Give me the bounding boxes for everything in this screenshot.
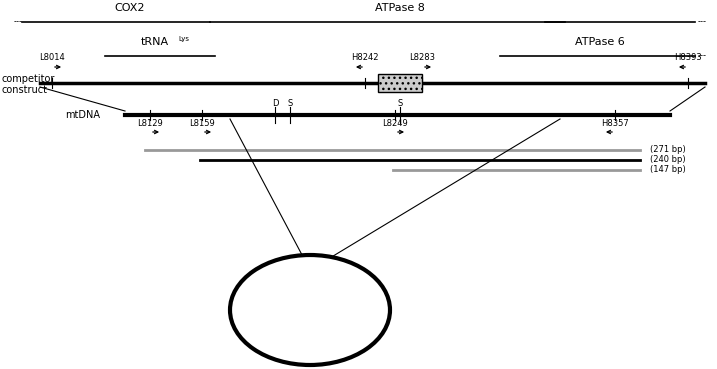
Text: ins: ins — [393, 78, 407, 88]
Text: H8393: H8393 — [674, 54, 702, 62]
Text: H8242: H8242 — [351, 54, 379, 62]
Text: ATPase 8: ATPase 8 — [375, 3, 425, 13]
Text: L8014: L8014 — [39, 54, 65, 62]
Text: ---: --- — [698, 52, 707, 61]
Text: construct: construct — [2, 85, 48, 95]
Text: (147 bp): (147 bp) — [650, 166, 685, 175]
Text: ---: --- — [698, 17, 707, 27]
Text: COX2: COX2 — [115, 3, 146, 13]
Text: Bovine mtDNA: Bovine mtDNA — [270, 300, 351, 310]
Text: L8129: L8129 — [137, 118, 163, 128]
Text: L8159: L8159 — [189, 118, 215, 128]
Text: Lys: Lys — [178, 36, 189, 42]
Text: D: D — [272, 99, 278, 107]
Text: L8283: L8283 — [409, 54, 435, 62]
Text: ATPase 6: ATPase 6 — [575, 37, 625, 47]
Text: S: S — [397, 99, 403, 107]
Text: ---: --- — [14, 17, 23, 27]
Text: 16,338 bp: 16,338 bp — [282, 315, 338, 325]
Ellipse shape — [230, 255, 390, 365]
Text: L8249: L8249 — [382, 118, 408, 128]
Text: H8357: H8357 — [601, 118, 629, 128]
Text: tRNA: tRNA — [141, 37, 169, 47]
Bar — [378, 74, 422, 92]
Text: mtDNA: mtDNA — [65, 110, 100, 120]
Text: competitor: competitor — [2, 74, 55, 84]
Text: S: S — [288, 99, 293, 107]
Text: (240 bp): (240 bp) — [650, 155, 685, 165]
Text: (271 bp): (271 bp) — [650, 145, 685, 155]
